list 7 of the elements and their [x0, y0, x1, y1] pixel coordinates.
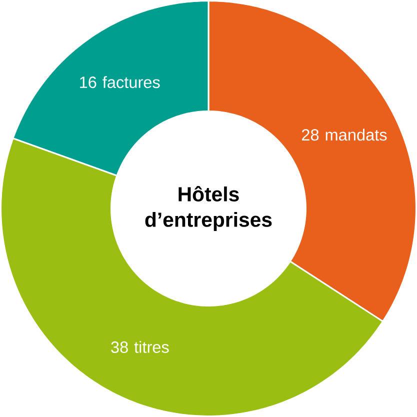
slice-label: factures — [102, 76, 160, 88]
slice-label: mandats — [326, 128, 387, 141]
slice-label: titres — [134, 340, 169, 353]
text: Hôtels d’entreprises — [145, 186, 272, 231]
data-label: 38 — [111, 341, 128, 353]
data-label: 16 — [80, 76, 96, 88]
data-label: 28 — [302, 129, 319, 141]
